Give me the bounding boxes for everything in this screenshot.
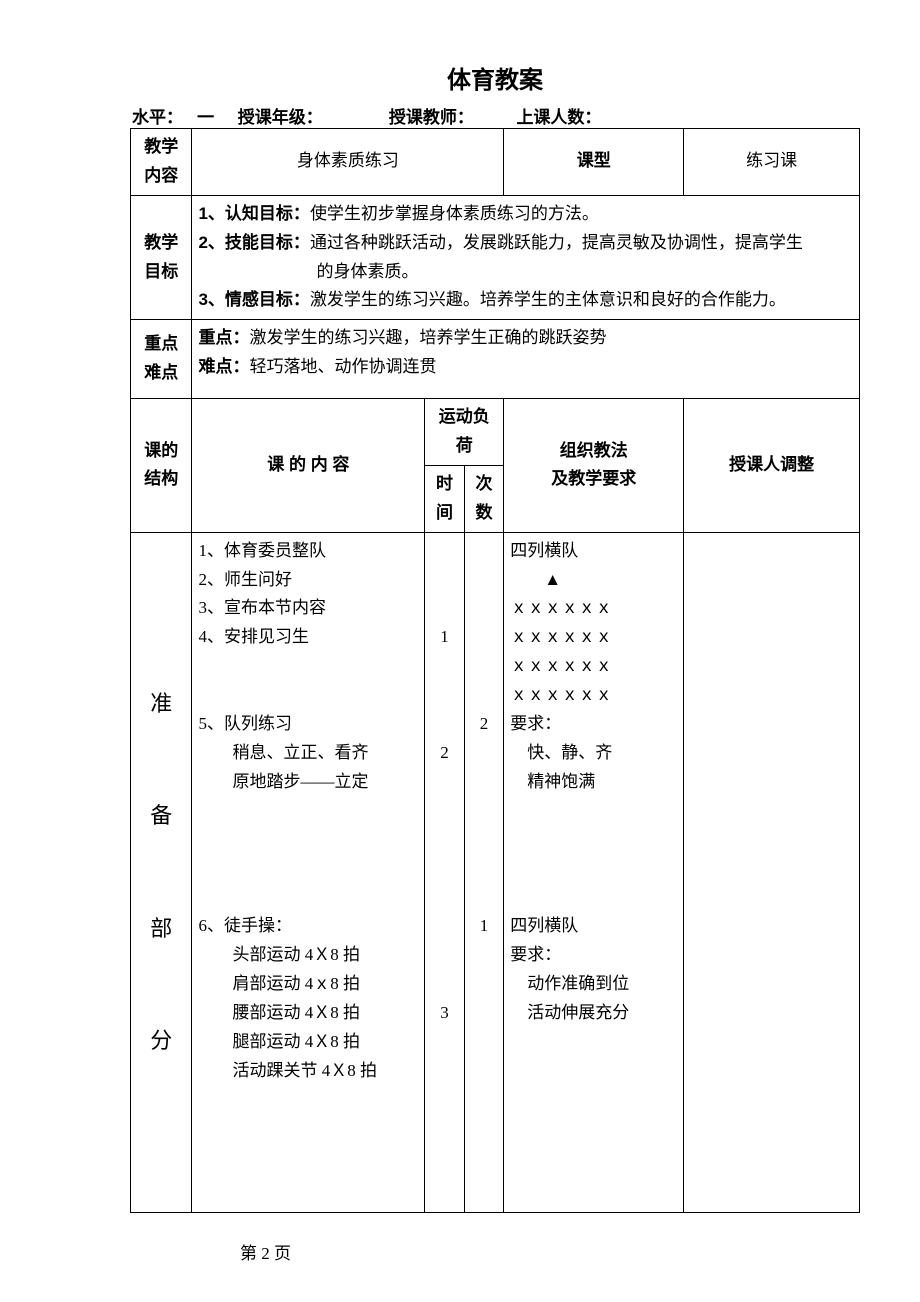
label-class-type: 课型 (504, 129, 684, 196)
level-label: 水平： (132, 103, 183, 128)
value-focus: 重点：激发学生的练习兴趣，培养学生正确的跳跃姿势 难点：轻巧落地、动作协调连贯 (192, 320, 860, 399)
row-focus: 重点 难点 重点：激发学生的练习兴趣，培养学生正确的跳跃姿势 难点：轻巧落地、动… (131, 320, 860, 399)
info-line: 水平： 一 授课年级： 授课教师： 上课人数： (130, 103, 860, 128)
row-teaching-content: 教学 内容 身体素质练习 课型 练习课 (131, 129, 860, 196)
row-header-1: 课的 结构 课 的 内 容 运动负荷 组织教法 及教学要求 授课人调整 (131, 399, 860, 466)
nd-label: 难点： (198, 357, 249, 376)
hdr-content: 课 的 内 容 (192, 399, 425, 533)
prep-org: 四列横队 ▲ ｘｘｘｘｘｘ ｘｘｘｘｘｘ ｘｘｘｘｘｘ ｘｘｘｘｘｘ 要求： 快… (504, 532, 684, 1212)
goal1-text: 使学生初步掌握身体素质练习的方法。 (310, 204, 599, 223)
label-teaching-content: 教学 内容 (131, 129, 192, 196)
hdr-load: 运动负荷 (425, 399, 504, 466)
goal2-text-l2: 的身体素质。 (316, 262, 418, 281)
grade-label: 授课年级： (238, 103, 323, 128)
value-teaching-goals: 1、认知目标：使学生初步掌握身体素质练习的方法。 2、技能目标：通过各种跳跃活动… (192, 195, 860, 320)
zd-text: 激发学生的练习兴趣，培养学生正确的跳跃姿势 (249, 328, 606, 347)
value-teaching-content: 身体素质练习 (192, 129, 504, 196)
page-footer: 第 2 页 (130, 1239, 860, 1264)
row-prep-section: 准 备 部 分 1、体育委员整队 2、师生问好 3、宣布本节内容 4、安排见习生… (131, 532, 860, 1212)
label-focus: 重点 难点 (131, 320, 192, 399)
prep-adjust (684, 532, 860, 1212)
hdr-structure: 课的 结构 (131, 399, 192, 533)
goal3-label: 3、情感目标： (198, 290, 309, 309)
prep-time: 1 2 3 (425, 532, 465, 1212)
goal2-text-l1: 通过各种跳跃活动，发展跳跃能力，提高灵敏及协调性，提高学生 (310, 233, 803, 252)
hdr-time: 时间 (425, 465, 465, 532)
goal2-label: 2、技能目标： (198, 233, 309, 252)
hdr-org: 组织教法 及教学要求 (504, 399, 684, 533)
hdr-count: 次数 (464, 465, 504, 532)
hdr-adjust: 授课人调整 (684, 399, 860, 533)
count-label: 上课人数： (516, 103, 601, 128)
prep-content: 1、体育委员整队 2、师生问好 3、宣布本节内容 4、安排见习生 5、队列练习 … (192, 532, 425, 1212)
document-title: 体育教案 (130, 60, 860, 95)
goal3-text: 激发学生的练习兴趣。培养学生的主体意识和良好的合作能力。 (310, 290, 786, 309)
lesson-plan-table: 教学 内容 身体素质练习 课型 练习课 教学 目标 1、认知目标：使学生初步掌握… (130, 128, 860, 1213)
value-class-type: 练习课 (684, 129, 860, 196)
level-value (183, 103, 197, 128)
goal1-label: 1、认知目标： (198, 204, 309, 223)
level-value-text: 一 (197, 103, 214, 128)
zd-label: 重点： (198, 328, 249, 347)
teacher-label: 授课教师： (389, 103, 474, 128)
label-teaching-goals: 教学 目标 (131, 195, 192, 320)
prep-count: 2 1 (464, 532, 504, 1212)
nd-text: 轻巧落地、动作协调连贯 (249, 357, 436, 376)
label-prep-section: 准 备 部 分 (131, 532, 192, 1212)
row-teaching-goals: 教学 目标 1、认知目标：使学生初步掌握身体素质练习的方法。 2、技能目标：通过… (131, 195, 860, 320)
